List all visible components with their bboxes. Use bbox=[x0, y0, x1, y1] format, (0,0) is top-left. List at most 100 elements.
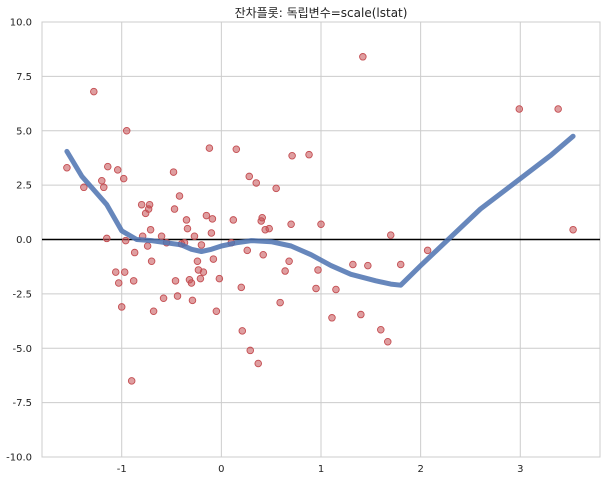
scatter-point bbox=[357, 310, 365, 319]
scatter-point bbox=[146, 225, 155, 234]
scatter-point bbox=[104, 162, 112, 171]
scatter-point bbox=[173, 292, 182, 300]
scatter-point bbox=[193, 257, 202, 266]
y-tick-label: -2.5 bbox=[12, 289, 32, 300]
scatter-point bbox=[113, 166, 122, 174]
chart-title: 잔차플롯: 독립변수=scale(lstat) bbox=[235, 6, 408, 20]
scatter-point bbox=[98, 177, 106, 185]
scatter-point bbox=[120, 268, 129, 276]
scatter-point bbox=[187, 279, 196, 287]
y-tick-label: 10.0 bbox=[10, 18, 32, 29]
scatter-point bbox=[259, 250, 267, 259]
y-tick-label: -7.5 bbox=[12, 398, 32, 409]
x-tick-labels: -1 0 1 2 3 bbox=[117, 464, 524, 475]
smoothed-trend-line bbox=[64, 133, 576, 288]
scatter-point bbox=[127, 377, 136, 385]
scatter-point bbox=[332, 285, 340, 294]
scatter-point bbox=[159, 294, 168, 302]
scatter-point bbox=[328, 314, 336, 322]
scatter-point bbox=[208, 215, 217, 223]
scatter-point bbox=[237, 283, 246, 292]
scatter-point bbox=[157, 232, 166, 240]
y-tick-label: 7.5 bbox=[16, 72, 32, 83]
x-tick-label: 2 bbox=[417, 464, 423, 475]
scatter-point bbox=[129, 277, 138, 285]
scatter-point bbox=[90, 87, 98, 96]
scatter-point bbox=[243, 246, 252, 255]
scatter-point bbox=[202, 211, 211, 220]
scatter-point bbox=[232, 145, 241, 153]
scatter-point bbox=[281, 267, 289, 275]
scatter-point bbox=[246, 346, 255, 355]
scatter-point bbox=[305, 150, 313, 159]
scatter-point bbox=[103, 234, 111, 243]
scatter-point bbox=[288, 152, 296, 160]
y-tick-label: -5.0 bbox=[12, 344, 32, 355]
scatter-point bbox=[554, 105, 562, 113]
scatter-point bbox=[182, 216, 191, 224]
scatter-point bbox=[252, 179, 260, 187]
scatter-point bbox=[188, 296, 197, 305]
scatter-point bbox=[111, 268, 120, 276]
scatter-point bbox=[569, 225, 577, 234]
y-tick-label: 2.5 bbox=[16, 181, 32, 192]
scatter-point bbox=[170, 205, 179, 213]
scatter-points bbox=[63, 53, 577, 385]
scatter-point bbox=[137, 200, 146, 209]
scatter-point bbox=[359, 53, 367, 61]
scatter-point bbox=[387, 231, 395, 239]
scatter-point bbox=[515, 105, 524, 113]
scatter-point bbox=[215, 274, 224, 283]
scatter-point bbox=[212, 307, 221, 316]
scatter-point bbox=[119, 174, 128, 183]
scatter-point bbox=[121, 236, 130, 245]
scatter-point bbox=[314, 266, 322, 274]
scatter-point bbox=[287, 220, 295, 229]
scatter-point bbox=[377, 326, 385, 334]
scatter-point bbox=[149, 307, 158, 316]
x-tick-label: 0 bbox=[218, 464, 224, 475]
scatter-point bbox=[364, 261, 372, 270]
scatter-point bbox=[272, 184, 280, 193]
scatter-point bbox=[396, 260, 405, 269]
y-tick-label: 5.0 bbox=[16, 126, 32, 137]
scatter-point bbox=[100, 183, 108, 192]
scatter-point bbox=[265, 224, 273, 233]
scatter-point bbox=[209, 255, 218, 263]
x-tick-label: 3 bbox=[517, 464, 523, 475]
scatter-point bbox=[349, 260, 357, 269]
scatter-point bbox=[63, 163, 71, 172]
scatter-point bbox=[312, 284, 320, 293]
scatter-point bbox=[423, 246, 432, 255]
scatter-point bbox=[171, 277, 180, 285]
scatter-point bbox=[114, 279, 123, 287]
scatter-point bbox=[143, 242, 152, 250]
scatter-point bbox=[199, 268, 208, 276]
scatter-point bbox=[317, 220, 325, 229]
scatter-point bbox=[258, 213, 266, 222]
scatter-point bbox=[276, 298, 284, 307]
y-tick-labels: -10.0 -7.5 -5.0 -2.5 0.0 2.5 5.0 7.5 10.0 bbox=[6, 18, 32, 464]
scatter-point bbox=[238, 327, 247, 335]
scatter-point bbox=[145, 200, 154, 209]
scatter-point bbox=[245, 172, 254, 181]
scatter-point bbox=[122, 126, 131, 135]
smooth-line-layer bbox=[64, 133, 576, 288]
scatter-point bbox=[169, 168, 178, 176]
scatter-point bbox=[197, 241, 206, 249]
x-tick-label: 1 bbox=[318, 464, 324, 475]
scatter-point bbox=[285, 257, 293, 266]
scatter-point bbox=[175, 192, 184, 200]
scatter-point bbox=[147, 257, 156, 266]
y-tick-label: -10.0 bbox=[6, 453, 32, 464]
scatter-point bbox=[117, 303, 126, 311]
scatter-point bbox=[190, 232, 199, 240]
scatter-point bbox=[80, 183, 88, 192]
scatter-point bbox=[205, 144, 214, 152]
x-tick-label: -1 bbox=[117, 464, 127, 475]
scatter-point bbox=[384, 337, 392, 346]
scatter-point bbox=[183, 224, 192, 233]
scatter-point bbox=[130, 248, 139, 257]
